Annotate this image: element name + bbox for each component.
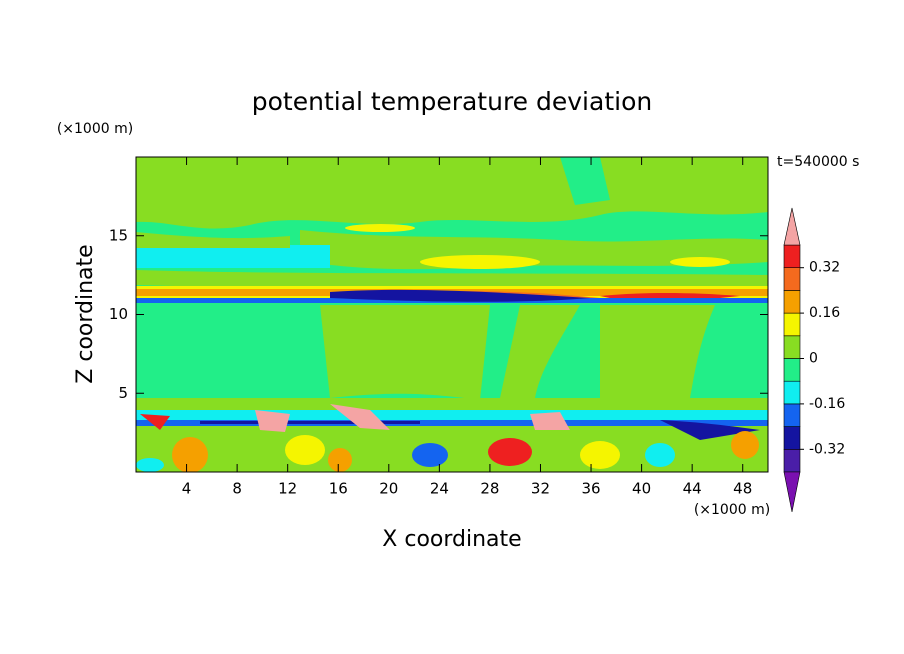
contour-region: [285, 435, 325, 465]
y-tick-label: 10: [109, 305, 128, 323]
contour-field: [136, 157, 768, 472]
contour-region: [255, 410, 290, 432]
colorbar-swatch: [783, 403, 801, 427]
colorbar-tick-label: 0.16: [809, 305, 840, 321]
colorbar-swatch: [783, 358, 801, 382]
contour-region: [136, 157, 768, 229]
contour-region: [200, 421, 420, 424]
contour-region: [136, 410, 768, 420]
contour-region: [136, 232, 290, 248]
x-axis-label: X coordinate: [382, 527, 521, 552]
contour-region: [320, 305, 490, 400]
y-tick-label: 5: [118, 384, 128, 402]
colorbar-tick-label: -0.16: [809, 396, 845, 412]
colorbar-swatch: [783, 267, 801, 291]
contour-region: [530, 412, 570, 430]
contour-region: [600, 305, 715, 398]
x-tick-label: 4: [182, 480, 192, 498]
colorbar-swatch: [783, 290, 801, 314]
contour-region: [172, 437, 208, 472]
contour-region: [136, 398, 768, 472]
contour-region: [300, 230, 768, 270]
x-tick-label: 12: [278, 480, 297, 498]
contour-region: [670, 257, 730, 267]
contour-region: [345, 224, 415, 232]
colorbar-tick-label: -0.32: [809, 441, 845, 457]
x-tick-label: 28: [480, 480, 499, 498]
x-tick-label: 24: [430, 480, 449, 498]
colorbar-swatch: [783, 380, 801, 405]
contour-region: [330, 289, 590, 302]
contour-region: [560, 157, 610, 205]
contour-region: [330, 404, 390, 430]
colorbar-extend-high: [783, 207, 801, 246]
colorbar-tick-label: 0.32: [809, 260, 840, 276]
x-unit: (×1000 m): [694, 502, 770, 518]
colorbar-extend-low: [783, 471, 801, 513]
y-tick-label: 15: [109, 226, 128, 244]
colorbar-swatch: [783, 244, 801, 269]
x-tick-label: 48: [733, 480, 752, 498]
colorbar-swatch: [783, 335, 801, 359]
contour-region: [412, 443, 448, 467]
contour-region: [500, 305, 580, 398]
contour-region: [140, 414, 170, 430]
colorbar-swatch: [783, 448, 801, 473]
contour-region: [580, 441, 620, 469]
x-tick-label: 8: [232, 480, 242, 498]
contour-region: [731, 431, 759, 459]
contour-region: [328, 448, 352, 472]
contour-region: [420, 255, 540, 269]
x-tick-label: 44: [683, 480, 702, 498]
colorbar-swatch: [783, 312, 801, 337]
x-tick-label: 16: [329, 480, 348, 498]
y-axis-label: Z coordinate: [73, 244, 98, 383]
contour-region: [488, 438, 532, 466]
contour-region: [660, 420, 760, 440]
x-tick-label: 36: [581, 480, 600, 498]
colorbar-swatch: [783, 426, 801, 450]
y-unit: (×1000 m): [57, 121, 133, 137]
contour-region: [645, 443, 675, 467]
x-tick-label: 20: [379, 480, 398, 498]
chart-title: potential temperature deviation: [252, 87, 652, 116]
x-tick-label: 32: [531, 480, 550, 498]
time-annotation: t=540000 s: [777, 154, 859, 170]
contour-region: [136, 458, 164, 472]
colorbar-tick-label: 0: [809, 351, 818, 367]
x-tick-label: 40: [632, 480, 651, 498]
contour-region: [136, 245, 330, 268]
